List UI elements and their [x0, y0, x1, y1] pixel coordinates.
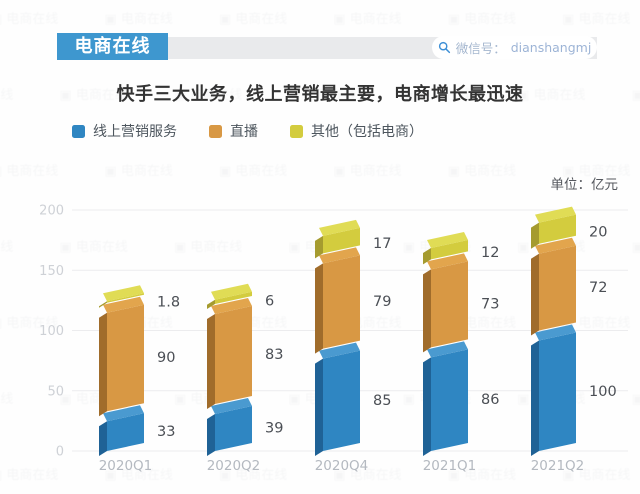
bar-segment: [431, 239, 468, 260]
value-label: 90: [157, 350, 175, 366]
legend-label: 直播: [230, 124, 258, 140]
bar-segment-top: [211, 283, 252, 300]
value-label: 85: [373, 393, 391, 409]
bar-segment: [431, 261, 468, 348]
bar-segment-side: [315, 263, 323, 354]
bar-segment-top: [319, 247, 360, 264]
wechat-label: 微信号：: [455, 41, 506, 56]
bar-segment-side: [423, 357, 431, 456]
bar-segment: [539, 332, 576, 451]
search-icon: [438, 41, 450, 54]
y-axis-tick: 200: [39, 204, 64, 219]
bar-segment-top: [319, 342, 360, 359]
bar-segment-top: [427, 253, 468, 270]
bar-segment-side: [423, 247, 431, 265]
category-label: 2020Q2: [207, 458, 261, 474]
bar-segment-side: [99, 421, 107, 456]
bar-segment-side: [207, 313, 215, 410]
value-label: 73: [481, 296, 499, 312]
legend-item-other[interactable]: 其他（包括电商）: [290, 121, 423, 141]
legend-swatch-orange: [209, 124, 222, 138]
unit-label: 单位：亿元: [550, 177, 619, 193]
bar-segment: [107, 304, 144, 412]
legend: 线上营销服务 直播 其他（包括电商）: [72, 121, 423, 141]
bar-segment-side: [207, 414, 215, 456]
bar-segment-top: [427, 231, 468, 248]
legend-label: 其他（包括电商）: [311, 124, 423, 140]
bar-segment-side: [99, 301, 107, 308]
bar-segment-side: [207, 299, 215, 309]
bar-segment: [107, 413, 144, 451]
legend-item-online-marketing[interactable]: 线上营销服务: [72, 121, 177, 141]
chart-title: 快手三大业务，线上营销最主要，电商增长最迅速: [116, 84, 524, 105]
bar-segment: [539, 245, 576, 331]
bar-segment: [431, 349, 468, 451]
bar-segment: [323, 350, 360, 451]
bar-segment-side: [531, 340, 539, 456]
value-label: 20: [589, 225, 607, 241]
value-label: 86: [481, 392, 499, 408]
bar-segment-side: [99, 312, 107, 417]
value-label: 33: [157, 424, 175, 440]
category-label: 2020Q4: [315, 458, 369, 474]
value-label: 12: [481, 245, 499, 261]
y-axis-tick: 50: [47, 384, 64, 399]
value-label: 39: [265, 421, 283, 437]
category-label: 2020Q1: [99, 458, 153, 474]
value-label: 17: [373, 236, 391, 252]
bar-segment: [215, 406, 252, 451]
bar-segment-top: [319, 219, 360, 236]
bar-segment: [107, 293, 144, 303]
bar-segment-top: [535, 206, 576, 223]
legend-swatch-yellow: [290, 124, 303, 138]
y-axis-tick: 100: [39, 324, 64, 339]
legend-label: 线上营销服务: [93, 124, 177, 140]
bar-segment-side: [423, 269, 431, 353]
legend-swatch-blue: [72, 124, 85, 138]
y-axis-tick: 150: [39, 264, 64, 279]
bar-segment-top: [535, 324, 576, 341]
category-label: 2021Q1: [423, 458, 477, 474]
brand-badge: 电商在线: [57, 33, 168, 60]
value-label: 6: [265, 293, 274, 309]
bar-segment-side: [315, 358, 323, 456]
bar-segment: [323, 255, 360, 349]
wechat-search-pill[interactable]: 微信号： dianshangmj: [432, 36, 597, 59]
bar-segment: [539, 214, 576, 244]
legend-item-live-streaming[interactable]: 直播: [209, 121, 258, 141]
value-label: 72: [589, 280, 607, 296]
bar-segment: [323, 227, 360, 254]
value-label: 1.8: [157, 295, 180, 311]
wechat-id: dianshangmj: [510, 40, 592, 55]
bar-segment-side: [531, 222, 539, 249]
bar-segment-side: [531, 253, 539, 336]
bar-segment-top: [103, 296, 144, 313]
bar-segment: [215, 291, 252, 304]
bar-segment: [215, 305, 252, 405]
bar-segment-top: [211, 297, 252, 314]
value-label: 100: [589, 384, 617, 400]
y-axis-tick: 0: [56, 445, 64, 460]
header-bar: 电商在线 微信号： dianshangmj: [57, 33, 597, 60]
bar-segment-top: [211, 398, 252, 415]
bar-segment-top: [427, 341, 468, 358]
bar-segment-top: [103, 285, 144, 302]
bar-segment-top: [535, 237, 576, 254]
bar-segment-side: [315, 235, 323, 259]
value-label: 79: [373, 294, 391, 310]
bar-segment-top: [103, 405, 144, 422]
value-label: 83: [265, 347, 283, 363]
category-label: 2021Q2: [531, 458, 585, 474]
